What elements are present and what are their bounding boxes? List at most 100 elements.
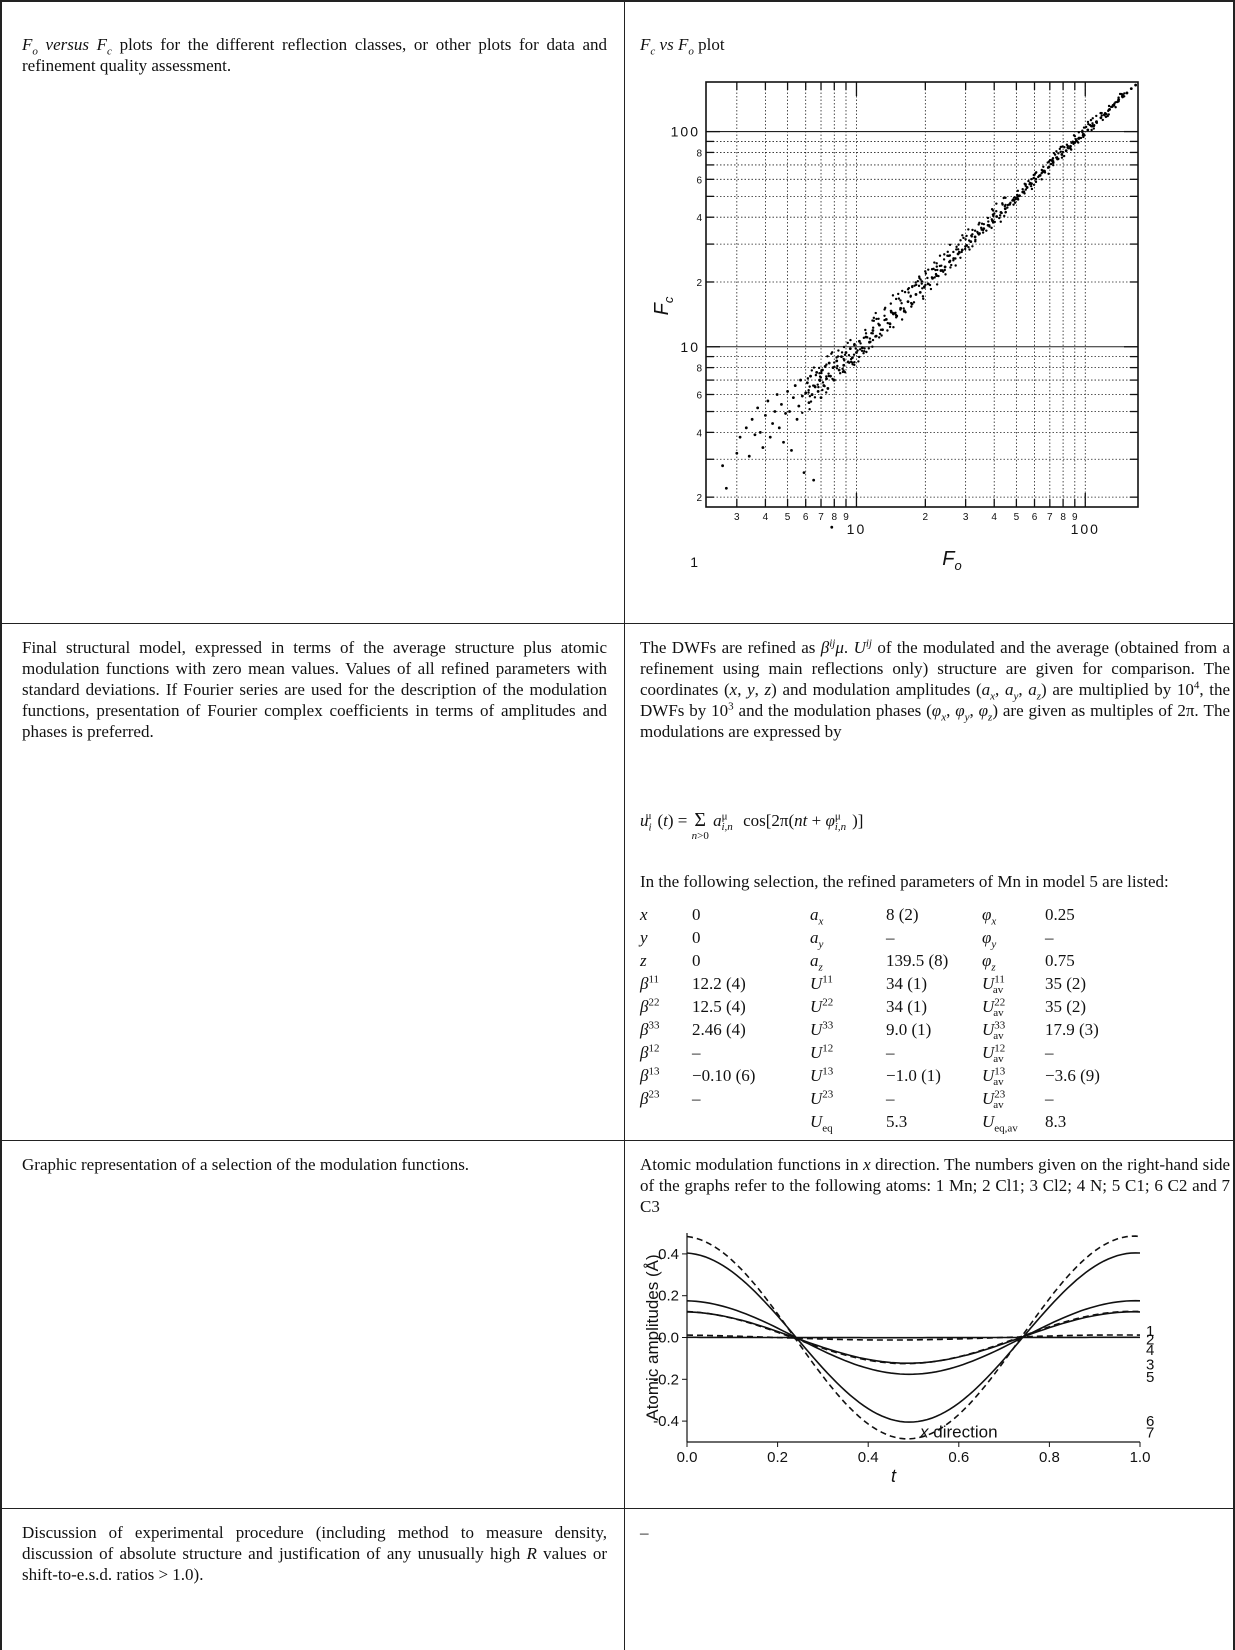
scatter-point	[1063, 146, 1066, 149]
scatter-point	[846, 341, 849, 345]
scatter-point	[849, 357, 853, 361]
scatter-point	[1055, 156, 1058, 159]
scatter-point	[860, 349, 864, 353]
scatter-point	[827, 374, 830, 378]
scatter-point	[957, 243, 960, 246]
scatter-point	[955, 245, 958, 249]
scatter-point	[859, 342, 862, 345]
scatter-point	[833, 361, 836, 364]
scatter-point	[802, 471, 806, 475]
scatter-plot-frame	[705, 81, 1139, 508]
scatter-x-minor-tick-label: 4	[991, 512, 997, 523]
scatter-point	[960, 250, 963, 254]
scatter-y-major-tick-label: 1	[690, 554, 700, 570]
scatter-x-minor-tick-label: 6	[1032, 512, 1038, 523]
dwf-intro-1: The DWFs are refined as	[640, 638, 816, 657]
param-label: β12	[640, 1042, 660, 1062]
parameter-table: x 0 y 0 z 0 β11 12.2 (4) β22 12.5 (4) β33 2.46 (4) β…	[640, 905, 1230, 1145]
scatter-x-axis-label: Fo	[942, 548, 961, 573]
scatter-point	[883, 318, 886, 322]
scatter-point	[949, 266, 952, 269]
modulation-x-tick-label: 1.0	[1130, 1449, 1151, 1466]
scatter-point	[946, 250, 949, 254]
param-value: 8.3	[1045, 1112, 1067, 1131]
row2-requirement: Final structural model, expressed in ter…	[22, 637, 607, 742]
scatter-point	[907, 291, 910, 294]
scatter-point	[825, 363, 828, 366]
scatter-point	[1064, 149, 1068, 153]
scatter-point	[780, 402, 783, 406]
scatter-point	[795, 417, 799, 421]
scatter-y-minor-tick-label: 8	[696, 148, 702, 159]
scatter-point	[929, 287, 933, 291]
scatter-point	[942, 258, 946, 261]
scatter-point	[808, 395, 812, 398]
scatter-point	[1052, 151, 1056, 155]
scatter-point	[842, 357, 845, 361]
scatter-point	[880, 334, 883, 337]
scatter-point	[903, 290, 907, 294]
scatter-point	[1000, 211, 1003, 215]
scatter-point	[1134, 83, 1138, 87]
scatter-point	[1002, 196, 1005, 200]
row-divider-1	[0, 623, 1235, 624]
scatter-point	[927, 268, 930, 271]
scatter-point	[840, 351, 844, 354]
scatter-point	[853, 342, 856, 346]
scatter-point	[899, 308, 902, 311]
scatter-point	[990, 226, 993, 230]
scatter-point	[894, 297, 898, 301]
param-label: z	[640, 951, 647, 970]
scatter-point	[808, 407, 811, 411]
scatter-point	[1072, 141, 1075, 145]
scatter-point	[878, 332, 882, 335]
scatter-point	[1073, 134, 1077, 138]
scatter-point	[810, 369, 814, 372]
param-label: y	[640, 928, 648, 947]
param-value: –	[1045, 1089, 1054, 1108]
table-left-border	[0, 0, 2, 1650]
scatter-point	[766, 399, 770, 403]
scatter-point	[995, 202, 998, 205]
scatter-point	[1061, 145, 1064, 148]
scatter-point	[1082, 126, 1086, 129]
scatter-point	[935, 283, 939, 286]
scatter-point	[1125, 91, 1129, 95]
scatter-point	[805, 381, 809, 385]
scatter-point	[1079, 136, 1083, 140]
scatter-point	[912, 301, 916, 304]
scatter-point	[869, 340, 872, 344]
modulation-y-axis-label: Atomic amplitudes (Å)	[643, 1254, 662, 1420]
scatter-point	[758, 430, 762, 434]
param-value: 17.9 (3)	[1045, 1020, 1099, 1039]
scatter-point	[807, 391, 810, 394]
scatter-point	[860, 346, 864, 350]
param-label: β22	[640, 996, 660, 1016]
param-label: U13av	[982, 1065, 1006, 1089]
scatter-point	[797, 404, 801, 408]
scatter-point	[964, 238, 967, 241]
scatter-point	[753, 433, 757, 437]
scatter-point	[775, 393, 779, 396]
param-value: 0	[692, 951, 701, 970]
scatter-point	[920, 280, 924, 283]
scatter-point	[971, 228, 974, 232]
scatter-point	[1114, 106, 1117, 109]
param-value: −3.6 (9)	[1045, 1066, 1100, 1085]
scatter-point	[1034, 180, 1038, 184]
row1-requirement: Fo versus Fc plots for the different ref…	[22, 34, 607, 76]
scatter-point	[820, 371, 823, 375]
modulation-series-label: 5	[1146, 1369, 1154, 1386]
modulation-series-label: 4	[1146, 1342, 1154, 1359]
scatter-point	[1107, 104, 1111, 108]
scatter-point	[830, 352, 833, 355]
scatter-point	[853, 360, 856, 364]
modulation-annotation: x direction	[919, 1423, 997, 1442]
scatter-point	[864, 328, 867, 332]
scatter-point	[1049, 162, 1053, 166]
scatter-point	[871, 326, 875, 329]
selection-text: In the following selection, the refined …	[640, 871, 1230, 892]
scatter-point	[986, 216, 990, 220]
scatter-point	[956, 248, 960, 251]
scatter-point	[962, 236, 965, 240]
